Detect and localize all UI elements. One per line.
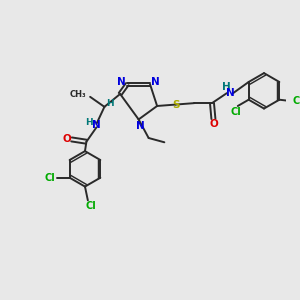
Text: Cl: Cl bbox=[231, 107, 242, 117]
Text: N: N bbox=[152, 77, 160, 87]
Text: H: H bbox=[222, 82, 230, 92]
Text: Cl: Cl bbox=[85, 201, 96, 211]
Text: N: N bbox=[136, 121, 144, 131]
Text: S: S bbox=[172, 100, 179, 110]
Text: N: N bbox=[226, 88, 235, 98]
Text: O: O bbox=[209, 119, 218, 129]
Text: H: H bbox=[106, 100, 113, 109]
Text: Cl: Cl bbox=[292, 96, 300, 106]
Text: N: N bbox=[117, 77, 126, 87]
Text: CH₃: CH₃ bbox=[70, 90, 87, 99]
Text: O: O bbox=[62, 134, 71, 144]
Text: N: N bbox=[92, 120, 101, 130]
Text: Cl: Cl bbox=[44, 173, 55, 183]
Text: H: H bbox=[85, 118, 93, 127]
